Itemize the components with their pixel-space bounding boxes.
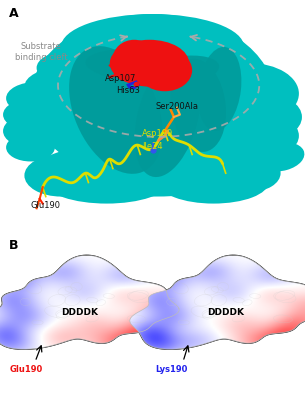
Ellipse shape bbox=[76, 30, 149, 77]
Ellipse shape bbox=[170, 59, 226, 152]
Ellipse shape bbox=[6, 82, 67, 115]
Ellipse shape bbox=[214, 133, 287, 171]
Ellipse shape bbox=[86, 49, 195, 82]
Ellipse shape bbox=[37, 140, 268, 196]
Ellipse shape bbox=[6, 133, 55, 162]
Ellipse shape bbox=[69, 46, 163, 174]
Ellipse shape bbox=[3, 98, 64, 131]
Ellipse shape bbox=[37, 52, 98, 84]
Text: Substrate
binding cleft: Substrate binding cleft bbox=[15, 42, 67, 62]
Ellipse shape bbox=[229, 94, 302, 140]
Ellipse shape bbox=[152, 30, 226, 77]
Ellipse shape bbox=[24, 154, 98, 196]
Text: Asp107: Asp107 bbox=[105, 74, 137, 83]
Ellipse shape bbox=[3, 115, 58, 148]
Text: Lys190: Lys190 bbox=[156, 365, 188, 374]
Ellipse shape bbox=[113, 40, 156, 77]
Ellipse shape bbox=[220, 154, 281, 192]
Ellipse shape bbox=[30, 14, 274, 182]
Ellipse shape bbox=[137, 49, 192, 91]
Text: Ile24: Ile24 bbox=[142, 142, 163, 151]
Ellipse shape bbox=[110, 40, 189, 86]
Ellipse shape bbox=[46, 162, 168, 204]
Ellipse shape bbox=[238, 115, 299, 157]
Ellipse shape bbox=[198, 47, 241, 131]
Text: Ser200Ala: Ser200Ala bbox=[156, 102, 199, 111]
Ellipse shape bbox=[201, 63, 299, 124]
Ellipse shape bbox=[135, 57, 201, 177]
Ellipse shape bbox=[147, 56, 219, 85]
Ellipse shape bbox=[24, 68, 98, 105]
Ellipse shape bbox=[61, 14, 244, 80]
Text: Glu190: Glu190 bbox=[9, 365, 42, 374]
Text: His63: His63 bbox=[116, 86, 140, 94]
Text: DDDDK: DDDDK bbox=[61, 308, 98, 316]
Text: B: B bbox=[9, 239, 19, 252]
Text: DDDDK: DDDDK bbox=[207, 308, 244, 316]
Text: Glu190: Glu190 bbox=[30, 202, 60, 210]
PathPatch shape bbox=[130, 255, 305, 349]
Text: Asp199: Asp199 bbox=[142, 129, 173, 138]
Ellipse shape bbox=[159, 162, 268, 204]
PathPatch shape bbox=[0, 255, 179, 349]
Text: A: A bbox=[9, 7, 19, 20]
Ellipse shape bbox=[257, 142, 304, 172]
